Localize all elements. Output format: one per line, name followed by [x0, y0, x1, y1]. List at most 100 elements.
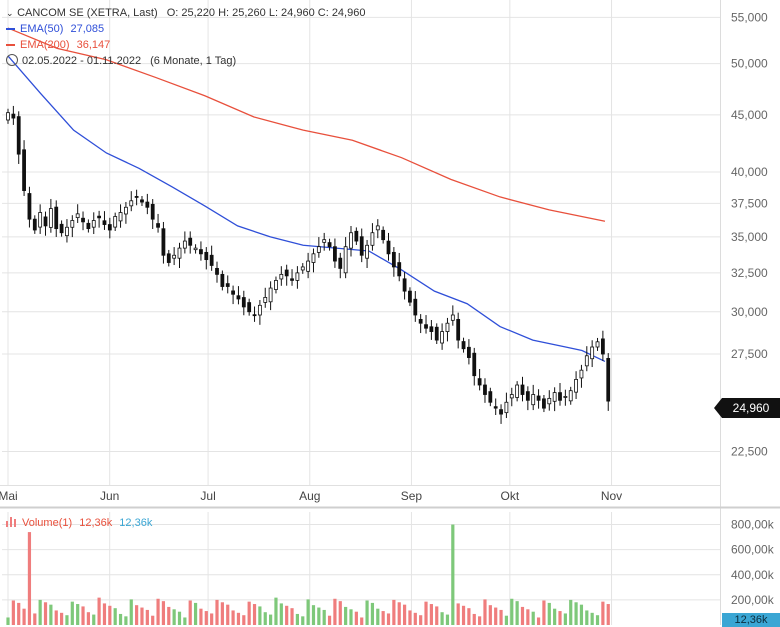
candle-body: [606, 358, 611, 402]
candle-body: [418, 318, 423, 324]
volume-bar: [247, 601, 251, 625]
volume-bar: [188, 600, 192, 625]
candle-body: [134, 196, 139, 198]
last-volume-tag: 12,36k: [722, 613, 780, 627]
candle-body: [499, 409, 503, 415]
candle-body: [11, 113, 16, 119]
candle-body: [263, 297, 268, 303]
candle-body: [504, 401, 509, 414]
volume-bar: [590, 612, 594, 625]
candle-body: [177, 247, 182, 259]
volume-bar: [402, 604, 407, 625]
candle-body: [333, 246, 337, 262]
candlestick-series: [6, 105, 611, 424]
volume-value-1: 12,36k: [79, 517, 113, 529]
candle-body: [445, 322, 450, 332]
volume-bar: [129, 599, 133, 625]
volume-bar: [295, 613, 300, 625]
candle-body: [306, 260, 311, 272]
volume-y-axis: 200,00k 400,00k 600,00k 800,00k: [731, 518, 775, 607]
volume-bar: [242, 615, 246, 625]
candle-body: [225, 283, 230, 287]
volume-bar: [301, 616, 305, 625]
candle-body: [349, 232, 353, 249]
ema200-swatch-icon: [6, 44, 15, 47]
candle-body: [231, 290, 235, 295]
clock-icon: [6, 54, 18, 66]
instrument-title: CANCOM SE (XETRA, Last): [17, 7, 158, 19]
candle-body: [322, 239, 327, 243]
candle-body: [525, 391, 530, 401]
volume-bar: [258, 606, 262, 625]
candle-body: [81, 217, 85, 223]
candle-body: [129, 200, 134, 207]
volume-bar: [59, 612, 64, 625]
volume-bar: [92, 614, 96, 625]
volume-bar: [520, 606, 525, 625]
candle-body: [424, 324, 428, 329]
volume-bar: [499, 609, 503, 625]
volume-bar: [231, 610, 235, 625]
volume-bar: [204, 611, 208, 625]
candle-body: [279, 273, 284, 280]
volume-bar: [440, 612, 444, 625]
volume-bar: [483, 599, 487, 625]
month-tick-label: Jul: [200, 489, 215, 503]
volume-bar: [456, 603, 460, 625]
candle-body: [6, 112, 10, 121]
volume-bar: [215, 599, 219, 625]
volume-bar: [269, 614, 273, 625]
ema50-swatch-icon: [6, 28, 15, 31]
price-tick-label: 45,000: [731, 108, 768, 122]
candle-body: [118, 212, 123, 222]
volume-bar: [140, 607, 144, 625]
volume-bar: [435, 606, 439, 625]
candle-body: [520, 384, 525, 395]
ema200-legend[interactable]: EMA(200) 36,147: [6, 38, 110, 52]
candle-body: [193, 247, 198, 251]
month-tick-label: Mai: [0, 489, 18, 503]
volume-bar: [81, 606, 85, 625]
volume-bar: [161, 601, 166, 625]
candle-body: [440, 331, 445, 344]
volume-bar: [542, 600, 546, 625]
volume-bar: [49, 604, 53, 625]
candle-body: [97, 215, 102, 219]
volume-bar: [290, 608, 294, 625]
candle-body: [284, 269, 289, 277]
volume-bar: [381, 611, 385, 625]
collapse-icon[interactable]: ⌄: [6, 8, 14, 18]
volume-bar: [327, 615, 332, 625]
candle-body: [161, 228, 166, 256]
candle-body: [327, 242, 332, 248]
month-tick-label: Sep: [401, 489, 423, 503]
candle-body: [429, 326, 434, 332]
volume-bar: [6, 617, 10, 625]
price-tick-label: 27,500: [731, 347, 768, 361]
volume-bar: [70, 601, 74, 625]
candle-body: [209, 254, 214, 266]
volume-bar: [445, 614, 450, 625]
volume-bar: [199, 608, 203, 625]
volume-bar: [413, 612, 417, 625]
candle-body: [477, 378, 482, 386]
candle-body: [54, 206, 59, 230]
period-detail: (6 Monate, 1 Tag): [150, 55, 237, 67]
ema200-value: 36,147: [76, 39, 111, 51]
volume-bar: [311, 605, 316, 625]
volume-bar: [569, 599, 573, 625]
candle-body: [558, 392, 562, 401]
volume-bar: [424, 601, 428, 625]
ema50-legend[interactable]: EMA(50) 27,085: [6, 22, 104, 36]
candle-body: [140, 199, 144, 203]
ema50-line: [7, 55, 606, 362]
ema50-line-layer: [7, 55, 606, 362]
volume-bar: [397, 602, 401, 625]
volume-bar: [193, 602, 198, 625]
volume-bar: [365, 600, 369, 625]
volume-bar: [113, 608, 117, 625]
month-tick-label: Jun: [100, 489, 119, 503]
candle-body: [434, 326, 439, 341]
volume-bar: [226, 604, 230, 625]
volume-bar: [172, 609, 176, 625]
